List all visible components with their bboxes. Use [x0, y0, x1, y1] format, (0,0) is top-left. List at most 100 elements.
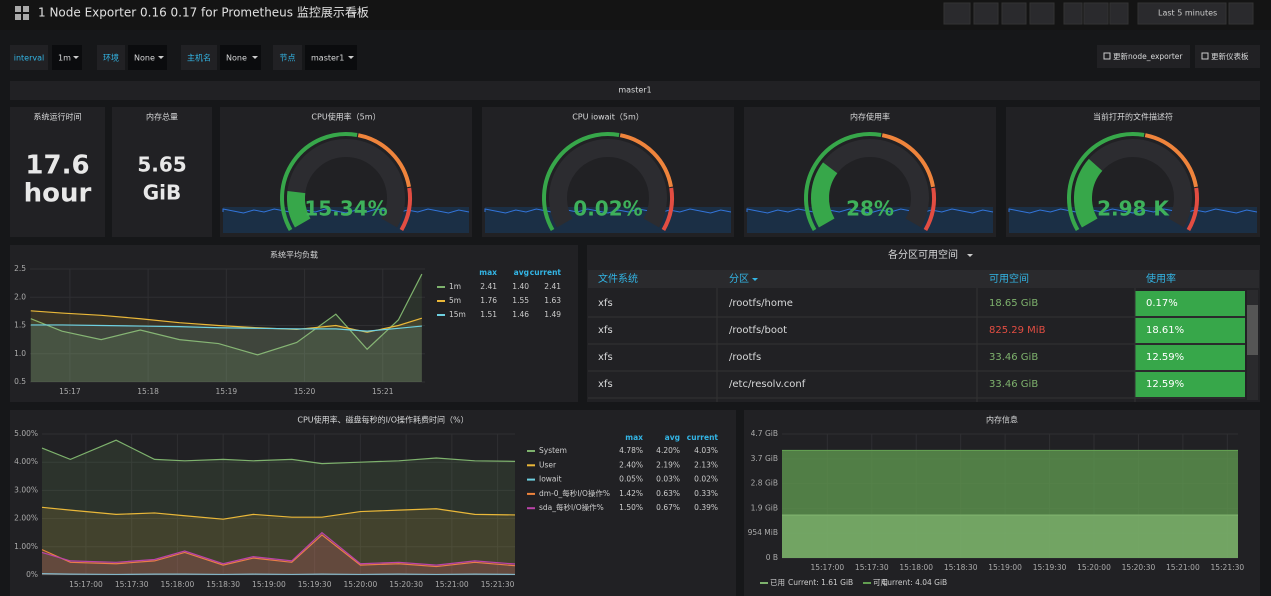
y-tick-label: 2.00%	[14, 514, 38, 523]
legend-value: 1.49	[544, 310, 561, 319]
gauge-threshold-crit	[923, 187, 936, 231]
legend-name[interactable]: 15m	[449, 310, 466, 319]
x-tick-label: 15:20:00	[1077, 563, 1111, 572]
link-label[interactable]: 更新仪表板	[1211, 51, 1249, 61]
y-tick-label: 4.00%	[14, 457, 38, 466]
y-tick-label: 1.5	[14, 321, 26, 330]
gauge-threshold-warn	[881, 133, 935, 188]
gauge-threshold-ok	[804, 132, 882, 231]
link-icon	[1201, 52, 1209, 60]
legend-swatch	[760, 582, 768, 584]
legend-value: 4.78%	[619, 446, 643, 455]
variable-value[interactable]: None	[226, 54, 247, 63]
legend-swatch	[527, 507, 535, 510]
y-tick-label: 0 B	[766, 553, 778, 562]
x-tick-label: 15:17:30	[855, 563, 889, 572]
legend-value: 2.13%	[694, 460, 718, 469]
zoom-button[interactable]	[1083, 2, 1109, 25]
stat-unit: hour	[24, 179, 92, 209]
legend-name[interactable]: 1m	[449, 282, 461, 291]
link-button[interactable]	[1097, 45, 1190, 68]
scrollbar-thumb[interactable]	[1247, 305, 1258, 355]
legend-value: 0.03%	[656, 475, 680, 484]
link-button[interactable]	[1195, 45, 1260, 68]
legend-name[interactable]: sda_每秒I/O操作%	[539, 502, 604, 512]
title-caret	[967, 254, 973, 257]
legend-current: Current: 4.04 GiB	[882, 578, 947, 587]
table-title[interactable]: 各分区可用空间	[888, 248, 958, 261]
variable-value[interactable]: master1	[311, 54, 344, 63]
row-title[interactable]: master1	[618, 86, 651, 95]
legend-name[interactable]: 可用	[873, 578, 888, 587]
add-panel-button[interactable]	[943, 2, 971, 25]
legend-value: 1.55	[512, 296, 529, 305]
legend-column-header: current	[530, 268, 562, 277]
legend-value: 1.76	[480, 296, 497, 305]
legend-column-header: current	[687, 433, 719, 442]
gauge-value: 2.98 K	[1097, 197, 1170, 221]
variable-select[interactable]	[305, 45, 357, 70]
sparkline	[484, 208, 732, 214]
y-tick-label: 1.0	[14, 349, 26, 358]
gauge-threshold-ok	[542, 132, 620, 231]
forward-button[interactable]	[1109, 2, 1129, 25]
table-cell: 0.17%	[1146, 298, 1178, 309]
x-tick-label: 15:17:00	[69, 580, 103, 589]
usage-cell	[1135, 372, 1245, 397]
legend-name[interactable]: 已用	[770, 578, 785, 587]
column-header[interactable]: 可用空间	[989, 272, 1029, 285]
legend-value: 0.39%	[694, 503, 718, 512]
save-button[interactable]	[1001, 2, 1027, 25]
refresh-button[interactable]	[1228, 2, 1254, 25]
panel	[112, 107, 212, 237]
panel	[10, 107, 105, 237]
series-area	[42, 532, 515, 575]
column-header[interactable]: 使用率	[1146, 272, 1176, 285]
legend-name[interactable]: System	[539, 446, 567, 455]
gauge-value: 28%	[846, 197, 894, 221]
variable-value[interactable]: 1m	[58, 54, 71, 63]
legend-name[interactable]: 5m	[449, 296, 461, 305]
variable-value[interactable]: None	[134, 54, 155, 63]
column-header[interactable]: 分区	[729, 273, 749, 285]
legend-value: 2.19%	[656, 460, 680, 469]
gauge-title: 内存使用率	[850, 112, 890, 122]
grid-icon[interactable]	[15, 6, 29, 20]
settings-button[interactable]	[1029, 2, 1055, 25]
table-cell: /rootfs/home	[729, 298, 793, 309]
time-range[interactable]: Last 5 minutes	[1158, 9, 1217, 18]
time-picker[interactable]	[1137, 2, 1227, 25]
legend-name[interactable]: User	[539, 460, 557, 469]
series-line	[41, 506, 516, 520]
legend-swatch	[437, 300, 445, 302]
share-button[interactable]	[973, 2, 999, 25]
gauge-title: CPU iowait（5m）	[572, 113, 644, 122]
gauge-track	[549, 139, 667, 228]
table-cell: 18.61%	[1146, 325, 1184, 336]
sparkline-area	[485, 207, 731, 233]
link-label[interactable]: 更新node_exporter	[1113, 51, 1183, 61]
legend-swatch	[527, 478, 535, 481]
back-button[interactable]	[1063, 2, 1083, 25]
legend-swatch	[863, 582, 871, 584]
sparkline	[1008, 208, 1258, 214]
select-caret	[158, 56, 164, 59]
legend-value: 0.02%	[694, 475, 718, 484]
legend-value: 1.46	[512, 310, 529, 319]
column-header[interactable]: 文件系统	[598, 272, 638, 285]
gauge-title: CPU使用率（5m）	[311, 112, 380, 122]
select-caret	[73, 56, 79, 59]
legend-name[interactable]: dm-0_每秒I/O操作%	[539, 488, 610, 498]
row-header[interactable]	[10, 81, 1260, 100]
sparkline-area	[1009, 207, 1257, 233]
legend-name[interactable]: Iowait	[539, 475, 562, 484]
x-tick-label: 15:18:00	[161, 580, 195, 589]
title-caret	[351, 12, 357, 15]
dashboard-title[interactable]: 1 Node Exporter 0.16 0.17 for Prometheus…	[38, 6, 369, 20]
gauge-threshold-crit	[399, 187, 412, 231]
table-cell: 33.46 GiB	[989, 379, 1038, 390]
variable-label: interval	[14, 54, 45, 63]
chart-title: 内存信息	[986, 415, 1018, 425]
x-tick-label: 15:21:30	[1210, 563, 1244, 572]
